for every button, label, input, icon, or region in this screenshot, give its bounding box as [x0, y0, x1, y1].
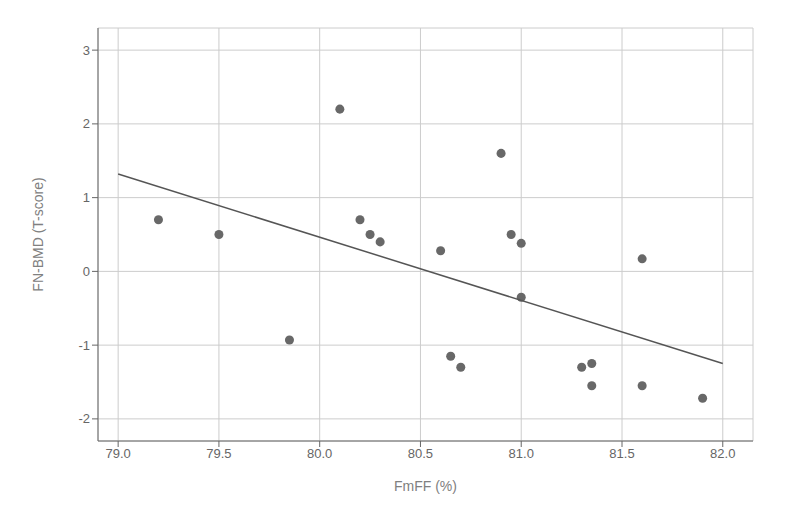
svg-text:3: 3	[83, 43, 90, 58]
svg-text:82.0: 82.0	[710, 446, 735, 461]
svg-text:-2: -2	[78, 411, 90, 426]
svg-text:79.0: 79.0	[105, 446, 130, 461]
svg-text:80.0: 80.0	[307, 446, 332, 461]
svg-text:FmFF (%): FmFF (%)	[394, 478, 457, 494]
svg-text:-1: -1	[78, 338, 90, 353]
svg-text:0: 0	[83, 264, 90, 279]
svg-text:81.0: 81.0	[509, 446, 534, 461]
svg-text:1: 1	[83, 190, 90, 205]
svg-text:FN-BMD (T-score): FN-BMD (T-score)	[30, 177, 46, 291]
svg-text:80.5: 80.5	[408, 446, 433, 461]
svg-text:81.5: 81.5	[609, 446, 634, 461]
svg-text:2: 2	[83, 116, 90, 131]
svg-text:79.5: 79.5	[206, 446, 231, 461]
